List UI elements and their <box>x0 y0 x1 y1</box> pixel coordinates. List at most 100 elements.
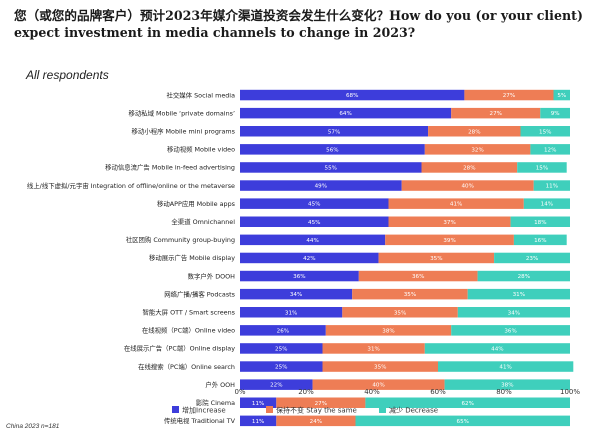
category-label: 移动小程序 Mobile mini programs <box>132 126 236 135</box>
bar-value-label: 9% <box>551 111 560 117</box>
bar-segment <box>240 415 277 427</box>
x-tick-label: 60% <box>430 388 446 396</box>
bar-segment <box>240 379 313 390</box>
bar-segment <box>388 198 524 209</box>
bar-segment <box>540 107 570 119</box>
bar-segment <box>378 252 495 264</box>
bar-value-label: 31% <box>285 310 297 316</box>
bar-value-label: 28% <box>463 165 475 171</box>
bar-value-label: 12% <box>544 147 556 153</box>
bar-segment <box>513 234 567 246</box>
bar-value-label: 35% <box>430 256 442 262</box>
bar-value-label: 25% <box>275 365 287 371</box>
bar-segment <box>240 89 465 101</box>
bar-value-label: 34% <box>290 292 302 298</box>
bar-segment <box>451 325 570 336</box>
bar-segment <box>424 144 531 155</box>
bar-value-label: 41% <box>450 202 462 208</box>
bar-segment <box>240 397 277 408</box>
x-tick-label: 40% <box>364 388 380 396</box>
bar-value-label: 45% <box>308 202 320 208</box>
bar-segment <box>533 180 570 191</box>
category-label: 移动私域 Mobile ‘private domains’ <box>128 108 235 117</box>
bar-value-label: 39% <box>443 238 455 244</box>
bar-value-label: 14% <box>541 202 553 208</box>
bar-value-label: 38% <box>501 383 513 389</box>
bar-segment <box>401 180 534 191</box>
bar-value-label: 28% <box>518 274 530 280</box>
bar-value-label: 18% <box>534 220 546 226</box>
category-label: 在线展示广告（PC端）Online display <box>124 344 235 353</box>
bar-value-label: 40% <box>372 383 384 389</box>
bar-value-label: 35% <box>374 365 386 371</box>
bar-segment <box>438 361 574 372</box>
bar-value-label: 40% <box>461 184 473 190</box>
x-tick-label: 100% <box>560 388 580 396</box>
category-label: 移动展示广告 Mobile display <box>149 253 235 262</box>
bar-segment <box>240 234 386 246</box>
bar-value-label: 27% <box>315 401 327 407</box>
bar-segment <box>240 144 425 155</box>
chart-subtitle: All respondents <box>26 68 109 82</box>
category-label: 移动APP应用 Mobile apps <box>157 199 236 208</box>
bar-value-label: 36% <box>412 274 424 280</box>
bar-segment <box>312 379 445 390</box>
bar-segment <box>530 144 570 155</box>
bar-segment <box>388 216 511 227</box>
bar-segment <box>457 307 570 318</box>
category-label: 影院 Cinema <box>196 398 235 407</box>
bar-value-label: 65% <box>457 419 469 425</box>
bar-segment <box>494 252 570 264</box>
bar-value-label: 36% <box>293 274 305 280</box>
bar-value-label: 41% <box>499 365 511 371</box>
sample-footnote: China 2023 n=181 <box>6 423 60 430</box>
bar-value-label: 5% <box>557 93 566 99</box>
bar-value-label: 27% <box>490 111 502 117</box>
legend-swatch <box>379 406 386 413</box>
bar-value-label: 11% <box>252 419 264 425</box>
bar-segment <box>510 216 570 227</box>
bar-segment <box>276 397 366 408</box>
bar-segment <box>240 252 379 264</box>
bar-segment <box>358 270 478 282</box>
bar-segment <box>451 107 541 119</box>
category-label: 移动视频 Mobile video <box>167 145 235 154</box>
bar-segment <box>240 361 323 372</box>
category-label: 网络广播/播客 Podcasts <box>164 289 235 298</box>
bar-value-label: 42% <box>303 256 315 262</box>
bar-segment <box>240 216 389 227</box>
bar-segment <box>240 126 429 137</box>
bar-segment <box>421 162 518 173</box>
bar-value-label: 38% <box>382 328 394 334</box>
bar-value-label: 64% <box>339 111 351 117</box>
legend-label: 增加Increase <box>182 406 226 415</box>
bar-segment <box>240 107 452 119</box>
bar-value-label: 34% <box>508 310 520 316</box>
bar-segment <box>325 325 452 336</box>
bar-value-label: 31% <box>513 292 525 298</box>
category-label: 线上/线下虚拟/元宇宙 Integration of offline/onlin… <box>27 181 235 190</box>
bar-segment <box>477 270 570 282</box>
bar-segment <box>240 325 326 336</box>
category-label: 户外 OOH <box>205 380 235 389</box>
bar-segment <box>523 198 570 209</box>
bar-segment <box>276 415 356 427</box>
x-tick-label: 0% <box>234 388 245 396</box>
bar-value-label: 22% <box>270 383 282 389</box>
category-label: 传统电视 Traditional TV <box>164 416 236 425</box>
bar-segment <box>352 288 468 300</box>
bar-value-label: 23% <box>526 256 538 262</box>
bar-segment <box>322 343 425 354</box>
bar-value-label: 15% <box>539 129 551 135</box>
bar-segment <box>517 162 567 173</box>
bar-value-label: 27% <box>503 93 515 99</box>
bar-segment <box>240 180 402 191</box>
category-label: 移动信息流广告 Mobile in-feed advertising <box>105 163 235 172</box>
bar-value-label: 15% <box>536 165 548 171</box>
category-label: 智能大屏 OTT / Smart screens <box>143 307 236 316</box>
bar-segment <box>355 415 570 427</box>
chart-title: 您（或您的品牌客户）预计2023年媒介渠道投资会发生什么变化？How do yo… <box>14 8 583 40</box>
bar-value-label: 31% <box>367 346 379 352</box>
bar-segment <box>240 270 359 282</box>
bar-value-label: 62% <box>461 401 473 407</box>
